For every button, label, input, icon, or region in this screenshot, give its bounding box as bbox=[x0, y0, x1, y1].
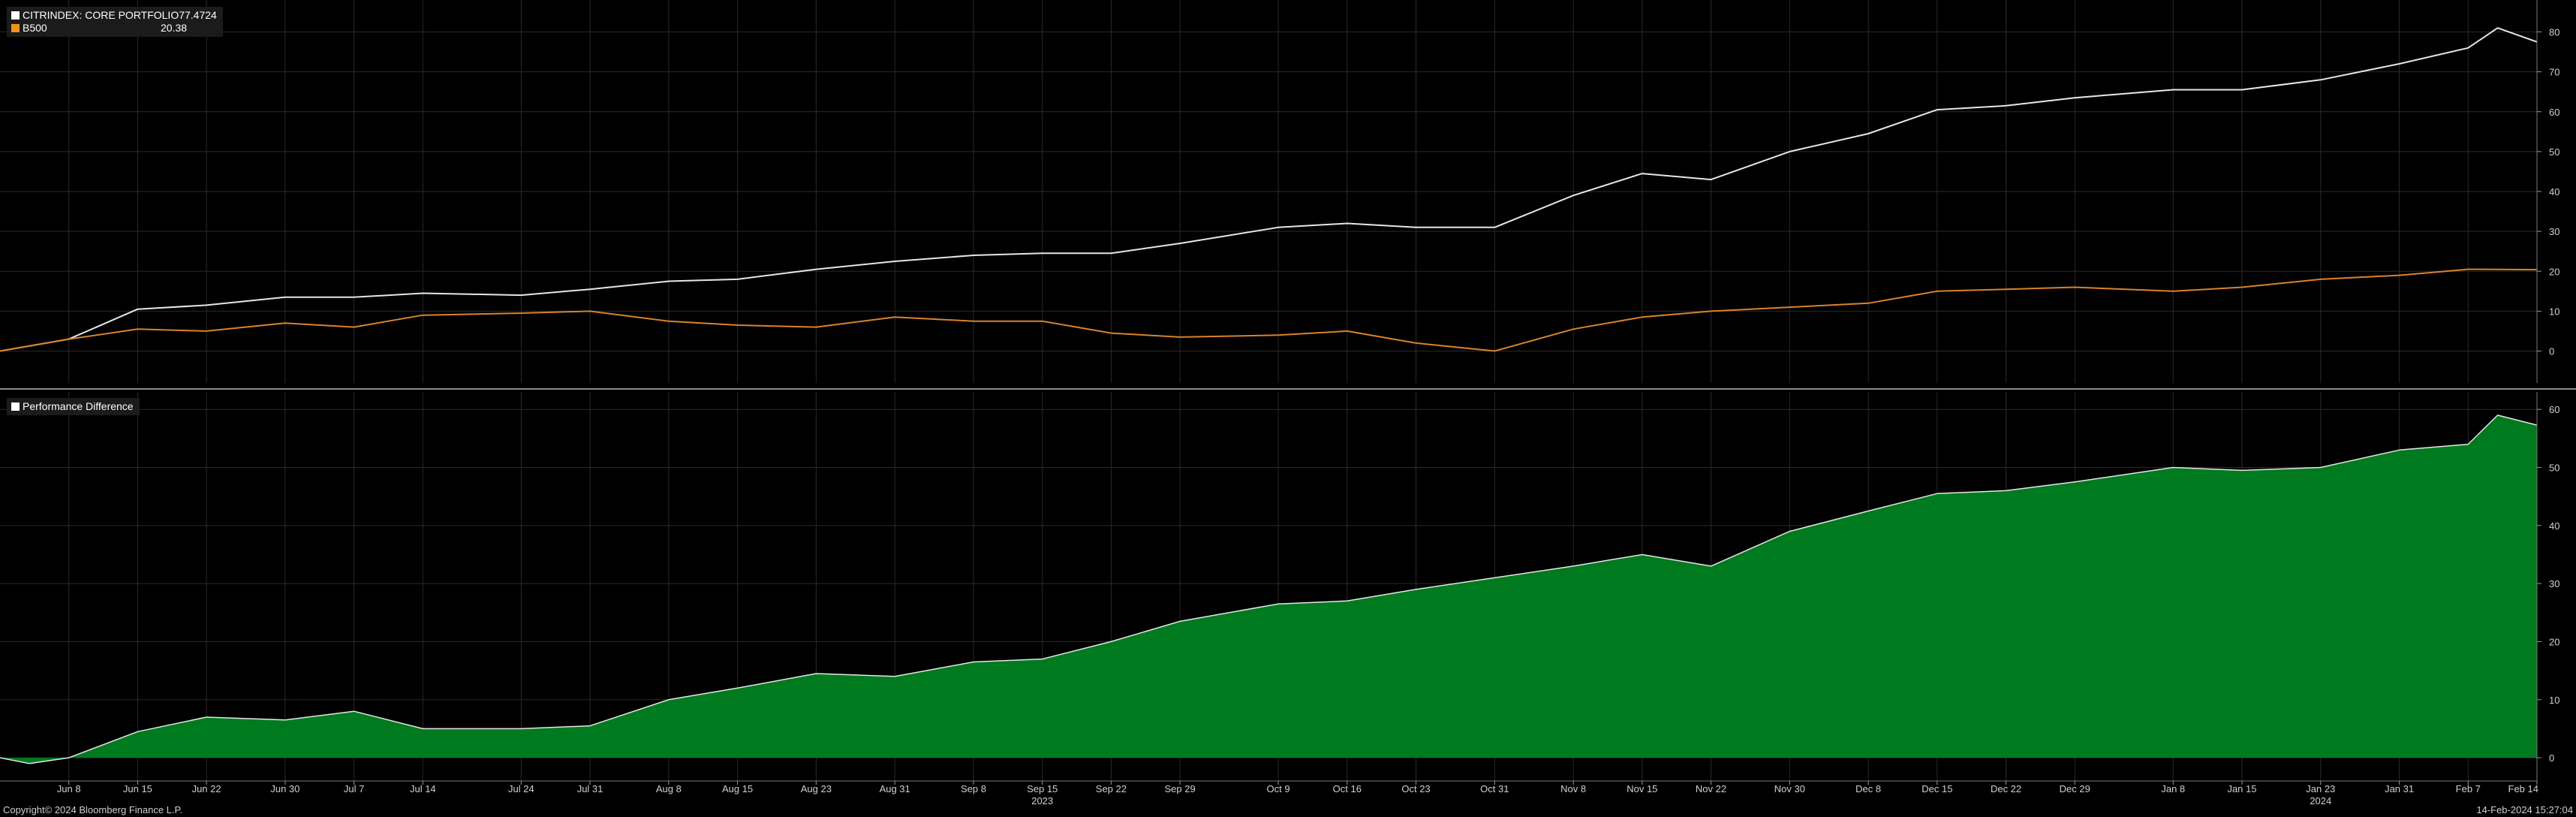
x-tick-label: Jun 30 bbox=[270, 783, 299, 794]
x-tick-label: Jun 15 bbox=[123, 783, 152, 794]
performance-difference-area bbox=[0, 415, 2538, 764]
footer-copyright: Copyright© 2024 Bloomberg Finance L.P. bbox=[3, 804, 182, 815]
legend-label: B500 bbox=[23, 22, 47, 34]
legend-item-portfolio[interactable]: CITRINDEX: CORE PORTFOLIO 77.4724 bbox=[11, 9, 217, 22]
x-tick-label: Jul 24 bbox=[508, 783, 534, 794]
y-tick-label: 60 bbox=[2549, 404, 2559, 415]
x-tick-label: Jun 22 bbox=[192, 783, 221, 794]
top-panel-series bbox=[0, 27, 2538, 352]
x-tick-label: Nov 30 bbox=[1774, 783, 1805, 794]
bottom-legend: Performance Difference bbox=[7, 398, 140, 415]
x-tick-label: Sep 8 bbox=[961, 783, 986, 794]
top-panel-y-axis: 0 10 20 30 40 50 60 70 80 bbox=[2536, 0, 2559, 383]
x-tick-label: Nov 22 bbox=[1696, 783, 1726, 794]
date-x-axis: Jun 8 Jun 15 Jun 22 Jun 30 Jul 7 Jul 14 Jul 24… bbox=[0, 780, 2538, 806]
x-tick-label: Jul 14 bbox=[410, 783, 436, 794]
x-tick-label: Oct 16 bbox=[1333, 783, 1362, 794]
top-legend: CITRINDEX: CORE PORTFOLIO 77.4724 B500 2… bbox=[7, 7, 223, 37]
year-label: 2023 bbox=[1031, 795, 1053, 806]
bottom-panel-y-axis: 0 10 20 30 40 50 60 bbox=[2536, 392, 2559, 781]
benchmark-series-line[interactable] bbox=[0, 268, 2538, 352]
y-tick-label: 50 bbox=[2549, 463, 2559, 474]
top-panel-grid bbox=[0, 0, 2538, 383]
y-tick-label: 10 bbox=[2549, 695, 2559, 706]
legend-label: CITRINDEX: CORE PORTFOLIO bbox=[23, 9, 179, 21]
x-tick-label: Aug 23 bbox=[801, 783, 832, 794]
x-tick-label: Nov 8 bbox=[1560, 783, 1586, 794]
x-tick-label: Sep 29 bbox=[1164, 783, 1195, 794]
y-tick-label: 30 bbox=[2549, 226, 2559, 237]
x-tick-label: Jan 31 bbox=[2385, 783, 2414, 794]
legend-value: 77.4724 bbox=[179, 9, 217, 21]
x-tick-label: Dec 29 bbox=[2060, 783, 2090, 794]
y-tick-label: 30 bbox=[2549, 578, 2559, 589]
x-tick-label: Sep 22 bbox=[1096, 783, 1127, 794]
x-tick-label: Dec 15 bbox=[1921, 783, 1952, 794]
y-tick-label: 0 bbox=[2549, 346, 2554, 357]
x-tick-label: Oct 31 bbox=[1480, 783, 1509, 794]
x-tick-label: Dec 8 bbox=[1855, 783, 1881, 794]
x-tick-label: Oct 23 bbox=[1401, 783, 1430, 794]
x-tick-label: Oct 9 bbox=[1267, 783, 1290, 794]
benchmark-swatch-icon bbox=[11, 24, 20, 32]
difference-series-line[interactable] bbox=[0, 415, 2538, 764]
y-tick-label: 20 bbox=[2549, 636, 2559, 647]
x-tick-label: Jul 7 bbox=[344, 783, 364, 794]
y-tick-label: 0 bbox=[2549, 752, 2554, 764]
legend-label: Performance Difference bbox=[23, 400, 134, 412]
portfolio-swatch-icon bbox=[11, 11, 20, 20]
x-tick-label: Jun 8 bbox=[57, 783, 81, 794]
y-tick-label: 10 bbox=[2549, 306, 2559, 317]
difference-swatch-icon bbox=[11, 402, 20, 411]
y-tick-label: 50 bbox=[2549, 146, 2559, 158]
x-tick-label: Nov 15 bbox=[1627, 783, 1657, 794]
x-tick-label: Feb 7 bbox=[2456, 783, 2481, 794]
x-tick-label: Aug 8 bbox=[656, 783, 682, 794]
x-tick-label: Jan 15 bbox=[2227, 783, 2256, 794]
y-tick-label: 70 bbox=[2549, 67, 2559, 78]
difference-area-fill bbox=[0, 415, 2537, 764]
x-tick-label: Aug 31 bbox=[880, 783, 910, 794]
year-label: 2024 bbox=[2310, 795, 2331, 806]
legend-item-benchmark[interactable]: B500 20.38 bbox=[11, 22, 217, 35]
legend-value: 20.38 bbox=[161, 22, 188, 34]
x-tick-label: Jan 23 bbox=[2306, 783, 2335, 794]
legend-item-difference[interactable]: Performance Difference bbox=[11, 400, 134, 413]
x-tick-label: Feb 14 bbox=[2508, 783, 2538, 794]
y-tick-label: 80 bbox=[2549, 27, 2559, 38]
y-tick-label: 40 bbox=[2549, 186, 2559, 197]
x-tick-label: Jul 31 bbox=[577, 783, 603, 794]
x-tick-label: Sep 15 bbox=[1027, 783, 1058, 794]
x-tick-label: Jan 8 bbox=[2161, 783, 2185, 794]
x-tick-label: Dec 22 bbox=[1991, 783, 2021, 794]
footer-timestamp: 14-Feb-2024 15:27:04 bbox=[2476, 804, 2573, 815]
y-tick-label: 20 bbox=[2549, 266, 2559, 277]
x-tick-label: Aug 15 bbox=[722, 783, 753, 794]
y-tick-label: 40 bbox=[2549, 520, 2559, 532]
portfolio-series-line[interactable] bbox=[0, 27, 2538, 352]
y-tick-label: 60 bbox=[2549, 107, 2559, 118]
